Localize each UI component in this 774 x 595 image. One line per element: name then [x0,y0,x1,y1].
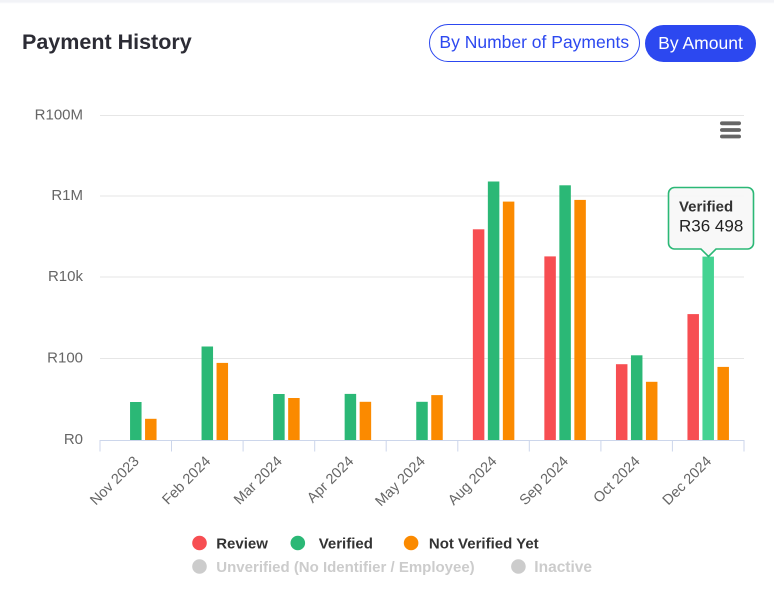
svg-text:Unverified (No Identifier / Em: Unverified (No Identifier / Employee) [216,559,474,576]
svg-text:R1M: R1M [51,187,83,204]
svg-text:Not Verified Yet: Not Verified Yet [429,536,539,553]
svg-text:Apr 2024: Apr 2024 [304,454,357,507]
svg-text:Verified: Verified [679,199,733,216]
svg-text:Verified: Verified [319,536,373,553]
svg-text:R100M: R100M [35,107,83,124]
svg-text:May 2024: May 2024 [372,454,428,510]
svg-text:Dec 2024: Dec 2024 [660,454,715,509]
svg-text:R10k: R10k [48,268,84,285]
svg-text:R0: R0 [64,431,83,448]
svg-text:R36 498: R36 498 [679,217,743,236]
svg-text:Review: Review [216,536,268,553]
svg-text:R100: R100 [47,350,83,367]
svg-text:Inactive: Inactive [534,559,592,576]
svg-text:Aug 2024: Aug 2024 [445,454,500,509]
svg-text:Sep 2024: Sep 2024 [517,454,572,509]
svg-text:Mar 2024: Mar 2024 [231,454,286,509]
svg-text:Feb 2024: Feb 2024 [159,454,214,509]
svg-text:Oct 2024: Oct 2024 [591,454,644,507]
svg-text:Nov 2023: Nov 2023 [87,454,142,509]
